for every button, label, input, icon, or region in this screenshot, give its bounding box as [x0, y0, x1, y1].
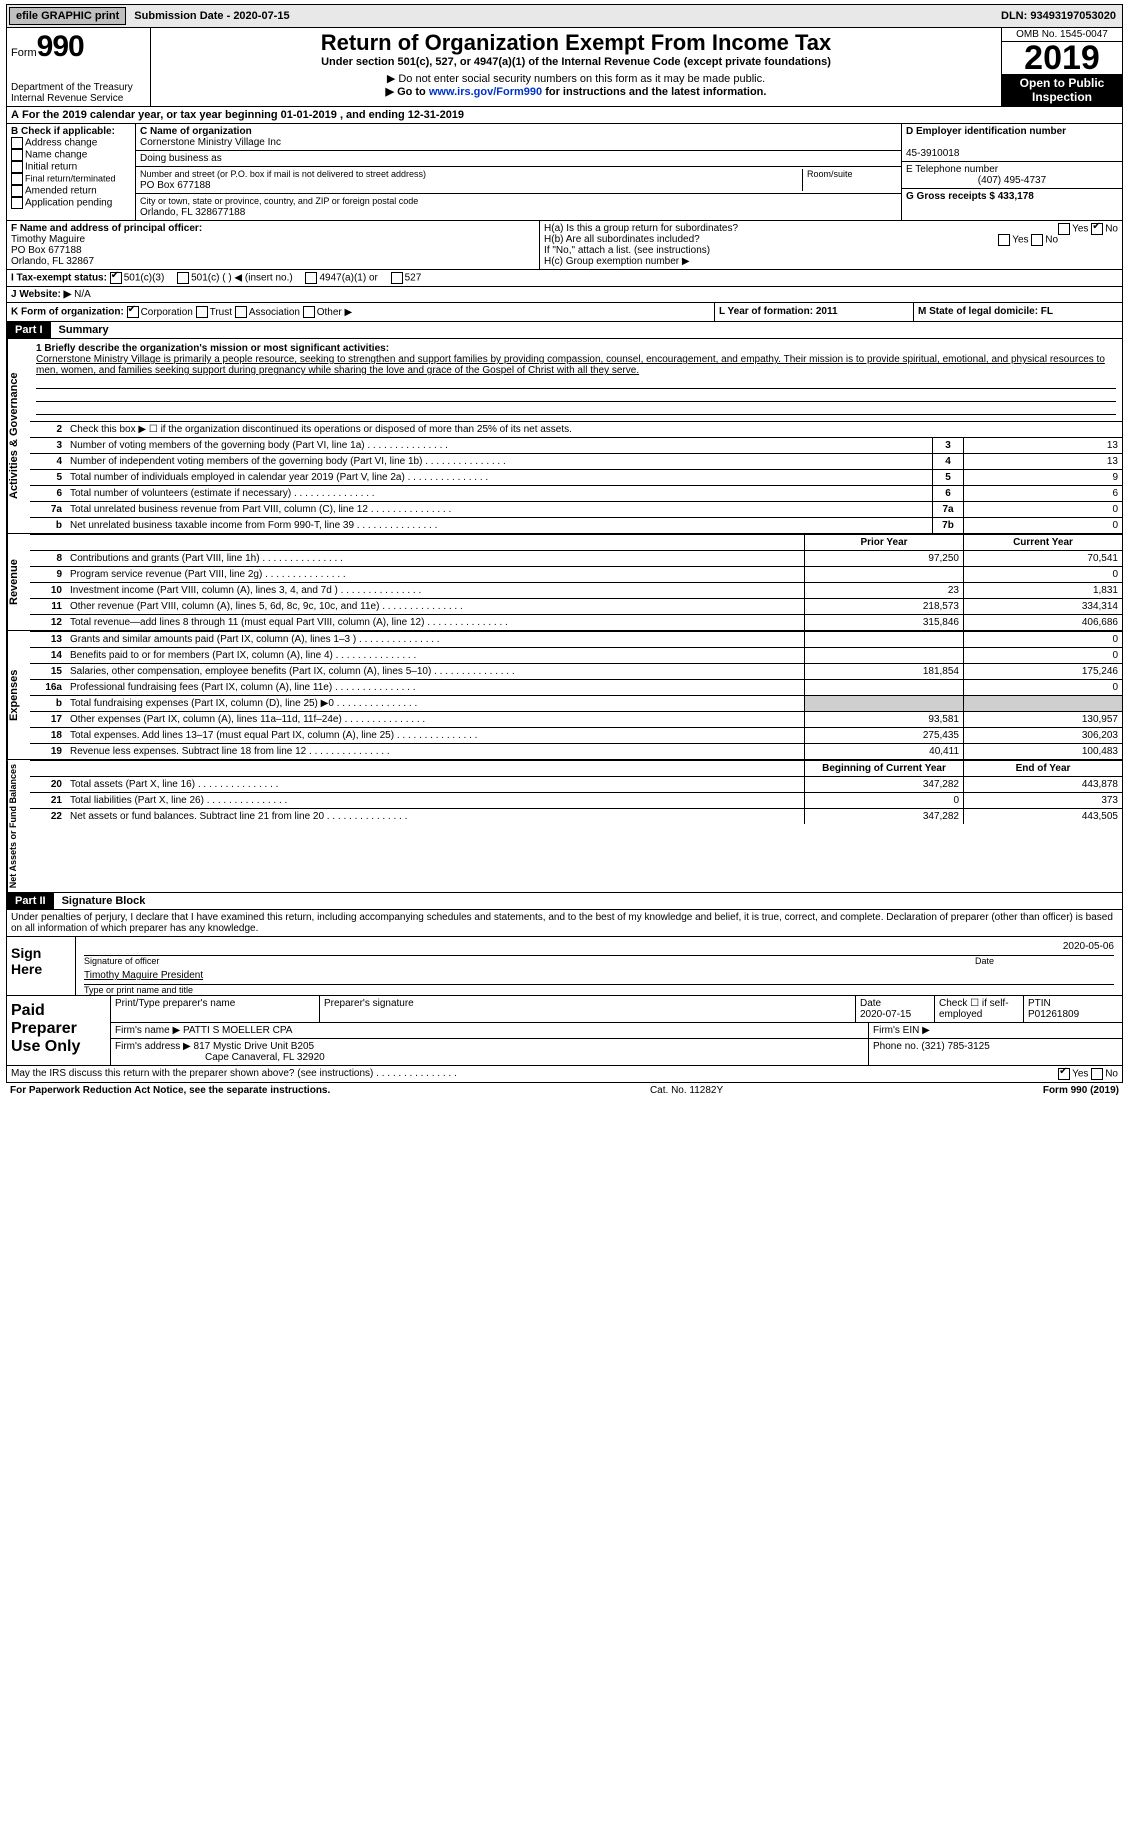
vtab-activities: Activities & Governance [7, 339, 30, 533]
row-k: K Form of organization: Corporation Trus… [6, 303, 1123, 322]
prep-selfemp[interactable]: Check ☐ if self-employed [935, 996, 1024, 1022]
block-bcd: B Check if applicable: Address change Na… [6, 124, 1123, 221]
gross-receipts: G Gross receipts $ 433,178 [902, 189, 1122, 204]
vtab-net: Net Assets or Fund Balances [7, 760, 30, 892]
officer-printed: Timothy Maguire President [84, 970, 203, 984]
opt-501c[interactable]: 501(c) ( ) ◀ (insert no.) [177, 272, 293, 284]
row-j: J Website: ▶ N/A [6, 287, 1123, 303]
hb-note: If "No," attach a list. (see instruction… [544, 245, 1118, 256]
opt-assoc[interactable]: Association [235, 307, 300, 318]
summary-activities: Activities & Governance 1 Briefly descri… [6, 339, 1123, 534]
hb: H(b) Are all subordinates included? Yes … [544, 234, 1118, 245]
c-label: C Name of organization [140, 126, 252, 137]
header: Form990 Department of the Treasury Inter… [6, 28, 1123, 107]
dln: DLN: 93493197053020 [1001, 10, 1122, 22]
part2-header: Part II Signature Block [6, 893, 1123, 910]
sub1: Under section 501(c), 527, or 4947(a)(1)… [155, 56, 997, 68]
check-initial[interactable]: Initial return [11, 161, 131, 173]
check-final[interactable]: Final return/terminated [11, 173, 131, 185]
check-pending[interactable]: Application pending [11, 197, 131, 209]
officer-a2: Orlando, FL 32867 [11, 256, 94, 267]
footer: For Paperwork Reduction Act Notice, see … [6, 1083, 1123, 1098]
cat-no: Cat. No. 11282Y [330, 1085, 1043, 1096]
discuss-yes[interactable] [1058, 1068, 1070, 1080]
sign-here: Sign Here [7, 937, 76, 995]
ha: H(a) Is this a group return for subordin… [544, 223, 1118, 234]
discuss-no[interactable] [1091, 1068, 1103, 1080]
col-prior: Prior Year [804, 535, 963, 550]
col-begin: Beginning of Current Year [804, 761, 963, 776]
tel-label: E Telephone number [906, 164, 998, 175]
preparer-block: Paid Preparer Use Only Print/Type prepar… [6, 996, 1123, 1066]
sign-date: 2020-05-06 [1063, 941, 1114, 955]
form-title: Return of Organization Exempt From Incom… [155, 30, 997, 56]
col-end: End of Year [963, 761, 1122, 776]
paperwork: For Paperwork Reduction Act Notice, see … [10, 1085, 330, 1096]
opt-trust[interactable]: Trust [196, 307, 232, 318]
check-addr[interactable]: Address change [11, 137, 131, 149]
f-label: F Name and address of principal officer: [11, 223, 202, 234]
firm-ein: Firm's EIN ▶ [869, 1023, 1122, 1038]
check-name[interactable]: Name change [11, 149, 131, 161]
city: Orlando, FL 328677188 [140, 207, 245, 218]
row-i: I Tax-exempt status: 501(c)(3) 501(c) ( … [6, 270, 1123, 287]
d-label: D Employer identification number [906, 126, 1066, 137]
tel: (407) 495-4737 [906, 175, 1118, 186]
preparer-label: Paid Preparer Use Only [7, 996, 111, 1065]
block-fh: F Name and address of principal officer:… [6, 221, 1123, 270]
sub3: ▶ Go to www.irs.gov/Form990 for instruct… [155, 85, 997, 98]
irs-discuss: May the IRS discuss this return with the… [6, 1066, 1123, 1083]
website: N/A [74, 289, 91, 300]
calendar-year: A For the 2019 calendar year, or tax yea… [6, 107, 1123, 124]
opt-527[interactable]: 527 [391, 272, 422, 284]
hc: H(c) Group exemption number ▶ [544, 256, 1118, 267]
ptin: P01261809 [1028, 1009, 1079, 1020]
opt-4947[interactable]: 4947(a)(1) or [305, 272, 377, 284]
summary-revenue: Revenue Prior Year Current Year 8Contrib… [6, 534, 1123, 631]
year-formation: L Year of formation: 2011 [715, 303, 914, 321]
submission-date: Submission Date - 2020-07-15 [128, 10, 295, 22]
form-link[interactable]: www.irs.gov/Form990 [429, 86, 542, 98]
check-amended[interactable]: Amended return [11, 185, 131, 197]
part1-header: Part I Summary [6, 322, 1123, 339]
ein: 45-3910018 [906, 148, 959, 159]
form-label: Form990 [11, 30, 146, 64]
summary-expenses: Expenses 13Grants and similar amounts pa… [6, 631, 1123, 760]
q2: Check this box ▶ ☐ if the organization d… [66, 422, 1122, 437]
form-id: Form 990 (2019) [1043, 1085, 1119, 1096]
firm-addr1: 817 Mystic Drive Unit B205 [194, 1041, 315, 1052]
open-inspection: Open to Public Inspection [1002, 74, 1122, 106]
col-current: Current Year [963, 535, 1122, 550]
vtab-revenue: Revenue [7, 534, 30, 630]
efile-button[interactable]: efile GRAPHIC print [9, 7, 126, 25]
mission: Cornerstone Ministry Village is primaril… [36, 354, 1105, 376]
prep-name-h: Print/Type preparer's name [111, 996, 320, 1022]
addr: PO Box 677188 [140, 180, 211, 191]
perjury: Under penalties of perjury, I declare th… [6, 910, 1123, 937]
b-label: B Check if applicable: [11, 126, 131, 137]
dept-label: Department of the Treasury [11, 82, 146, 93]
firm-addr2: Cape Canaveral, FL 32920 [205, 1052, 325, 1063]
state-domicile: M State of legal domicile: FL [914, 303, 1122, 321]
q1-label: 1 Briefly describe the organization's mi… [36, 343, 389, 354]
opt-501c3[interactable]: 501(c)(3) [110, 272, 165, 284]
opt-corp[interactable]: Corporation [127, 307, 193, 318]
prep-date: 2020-07-15 [860, 1009, 911, 1020]
officer-name: Timothy Maguire [11, 234, 85, 245]
sub2: ▶ Do not enter social security numbers o… [155, 72, 997, 85]
tax-year: 2019 [1002, 42, 1122, 74]
firm-name: PATTI S MOELLER CPA [183, 1025, 292, 1036]
firm-phone: Phone no. (321) 785-3125 [869, 1039, 1122, 1065]
dba: Doing business as [136, 151, 901, 167]
irs-label: Internal Revenue Service [11, 93, 146, 104]
officer-a1: PO Box 677188 [11, 245, 82, 256]
summary-net: Net Assets or Fund Balances Beginning of… [6, 760, 1123, 893]
opt-other[interactable]: Other ▶ [303, 307, 352, 318]
vtab-expenses: Expenses [7, 631, 30, 759]
topbar: efile GRAPHIC print Submission Date - 20… [6, 4, 1123, 28]
sign-block: Sign Here 2020-05-06 Signature of office… [6, 937, 1123, 996]
room: Room/suite [803, 169, 897, 191]
org-name: Cornerstone Ministry Village Inc [140, 137, 281, 148]
prep-sig-h: Preparer's signature [320, 996, 856, 1022]
